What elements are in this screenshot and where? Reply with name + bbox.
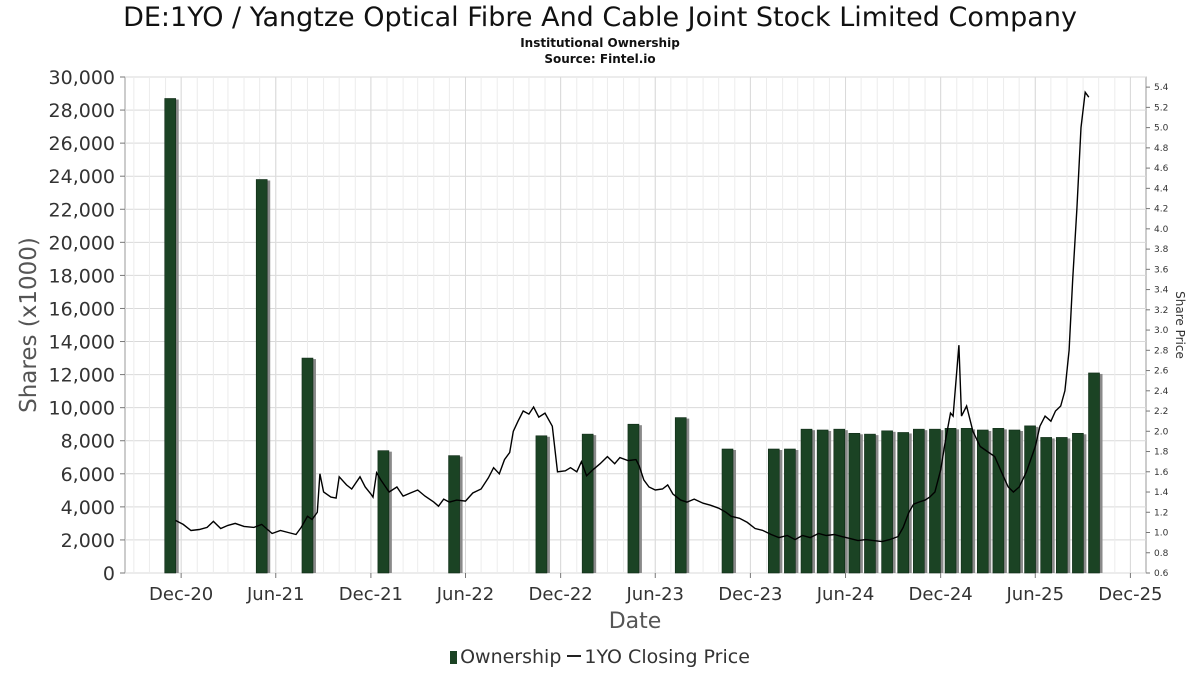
y2-tick-label: 2.0 bbox=[1154, 427, 1169, 437]
y2-tick-label: 0.8 bbox=[1154, 549, 1169, 559]
y-tick-label: 22,000 bbox=[49, 199, 115, 221]
x-tick-label: Dec-25 bbox=[1098, 584, 1162, 605]
x-tick-label: Jun-22 bbox=[436, 584, 495, 605]
y-tick-label: 8,000 bbox=[61, 431, 115, 453]
y2-tick-label: 5.0 bbox=[1154, 124, 1169, 134]
ownership-bar bbox=[448, 455, 460, 574]
x-tick-label: Jun-24 bbox=[816, 584, 875, 605]
y2-tick-label: 1.6 bbox=[1154, 468, 1169, 478]
y2-tick-label: 1.2 bbox=[1154, 508, 1168, 518]
ownership-legend-label: Ownership bbox=[460, 646, 562, 668]
ownership-bar bbox=[864, 433, 876, 574]
x-tick-label: Dec-24 bbox=[909, 584, 973, 605]
ownership-bar bbox=[255, 179, 268, 574]
ownership-bar bbox=[976, 429, 989, 574]
ownership-bar bbox=[721, 448, 734, 574]
y2-tick-label: 5.4 bbox=[1154, 83, 1169, 93]
x-tick-label: Dec-22 bbox=[529, 584, 593, 605]
y2-tick-label: 3.2 bbox=[1154, 306, 1168, 316]
x-axis-label: Date bbox=[609, 609, 662, 634]
ownership-bar bbox=[784, 448, 796, 574]
y2-tick-label: 3.8 bbox=[1154, 245, 1169, 255]
y2-axis-label: Share Price bbox=[1173, 291, 1187, 359]
ownership-bar bbox=[800, 428, 813, 574]
y-tick-label: 18,000 bbox=[49, 265, 115, 287]
y2-tick-label: 1.0 bbox=[1154, 529, 1169, 539]
y-tick-label: 30,000 bbox=[49, 67, 115, 89]
y2-tick-label: 4.4 bbox=[1154, 184, 1169, 194]
y-tick-label: 10,000 bbox=[49, 398, 115, 420]
y-tick-label: 16,000 bbox=[49, 298, 115, 320]
price-legend-label: 1YO Closing Price bbox=[584, 646, 750, 668]
y2-tick-label: 0.6 bbox=[1154, 569, 1169, 579]
ownership-bar bbox=[1008, 429, 1021, 574]
x-tick-label: Jun-21 bbox=[246, 584, 305, 605]
y-axis-label: Shares (x1000) bbox=[16, 237, 42, 413]
ownership-bar bbox=[377, 450, 390, 574]
ownership-bar bbox=[1040, 437, 1052, 574]
x-tick-label: Jun-23 bbox=[625, 584, 684, 605]
y-tick-label: 28,000 bbox=[49, 100, 115, 122]
price-legend-swatch bbox=[567, 655, 582, 657]
ownership-bar bbox=[992, 428, 1005, 574]
y2-tick-label: 2.2 bbox=[1154, 407, 1168, 417]
y2-tick-label: 2.6 bbox=[1154, 367, 1169, 377]
ownership-bar bbox=[944, 428, 957, 574]
y2-tick-label: 1.8 bbox=[1154, 448, 1169, 458]
y2-tick-label: 3.0 bbox=[1154, 326, 1169, 336]
y2-tick-label: 1.4 bbox=[1154, 488, 1169, 498]
y-tick-label: 20,000 bbox=[49, 232, 115, 254]
ownership-bar bbox=[833, 428, 846, 574]
ownership-bar bbox=[535, 435, 548, 574]
ownership-bar bbox=[897, 432, 910, 574]
y2-tick-label: 3.6 bbox=[1154, 265, 1169, 275]
y-tick-label: 2,000 bbox=[61, 530, 115, 552]
y2-tick-label: 4.0 bbox=[1154, 225, 1169, 235]
ownership-bar bbox=[816, 429, 829, 574]
ownership-bar bbox=[767, 448, 780, 574]
chart-source: Source: Fintel.io bbox=[544, 52, 656, 66]
y2-tick-label: 4.8 bbox=[1154, 144, 1169, 154]
ownership-bar bbox=[301, 357, 314, 574]
y2-tick-label: 3.4 bbox=[1154, 286, 1169, 296]
chart-subtitle: Institutional Ownership bbox=[520, 36, 680, 50]
y2-tick-label: 5.2 bbox=[1154, 103, 1168, 113]
x-tick-label: Jun-25 bbox=[1006, 584, 1065, 605]
ownership-bar bbox=[929, 428, 941, 574]
y-tick-label: 6,000 bbox=[61, 464, 115, 486]
ownership-bar bbox=[164, 98, 177, 574]
y-tick-label: 24,000 bbox=[49, 166, 115, 188]
ownership-bar bbox=[674, 417, 687, 574]
ownership-bar bbox=[1072, 432, 1084, 574]
y-tick-label: 4,000 bbox=[61, 497, 115, 519]
y2-tick-label: 2.8 bbox=[1154, 346, 1169, 356]
x-tick-label: Dec-20 bbox=[149, 584, 213, 605]
x-tick-label: Dec-21 bbox=[339, 584, 403, 605]
legend: Ownership 1YO Closing Price bbox=[0, 646, 1200, 668]
y2-tick-label: 4.6 bbox=[1154, 164, 1169, 174]
ownership-bars bbox=[164, 98, 1103, 574]
x-tick-label: Dec-23 bbox=[718, 584, 782, 605]
y-tick-label: 14,000 bbox=[49, 332, 115, 354]
ownership-bar bbox=[881, 430, 893, 574]
chart-title: DE:1YO / Yangtze Optical Fibre And Cable… bbox=[123, 2, 1077, 33]
ownership-bar bbox=[1024, 425, 1036, 574]
ownership-bar bbox=[848, 432, 861, 574]
y-tick-label: 0 bbox=[103, 563, 115, 585]
ownership-bar bbox=[960, 428, 973, 574]
y-tick-label: 26,000 bbox=[49, 133, 115, 155]
axes: 0 2,000 4,000 6,000 8,000 10,000 12,000 14,000 1… bbox=[49, 67, 1169, 605]
y-tick-label: 12,000 bbox=[49, 365, 115, 387]
ownership-legend-swatch bbox=[450, 651, 458, 664]
closing-price-line bbox=[175, 90, 1090, 543]
y2-tick-label: 4.2 bbox=[1154, 205, 1168, 215]
ownership-bar bbox=[1088, 372, 1100, 574]
ownership-bar bbox=[627, 423, 640, 574]
ownership-bar bbox=[1055, 437, 1068, 574]
ownership-bar bbox=[581, 433, 594, 574]
y2-tick-label: 2.4 bbox=[1154, 387, 1169, 397]
